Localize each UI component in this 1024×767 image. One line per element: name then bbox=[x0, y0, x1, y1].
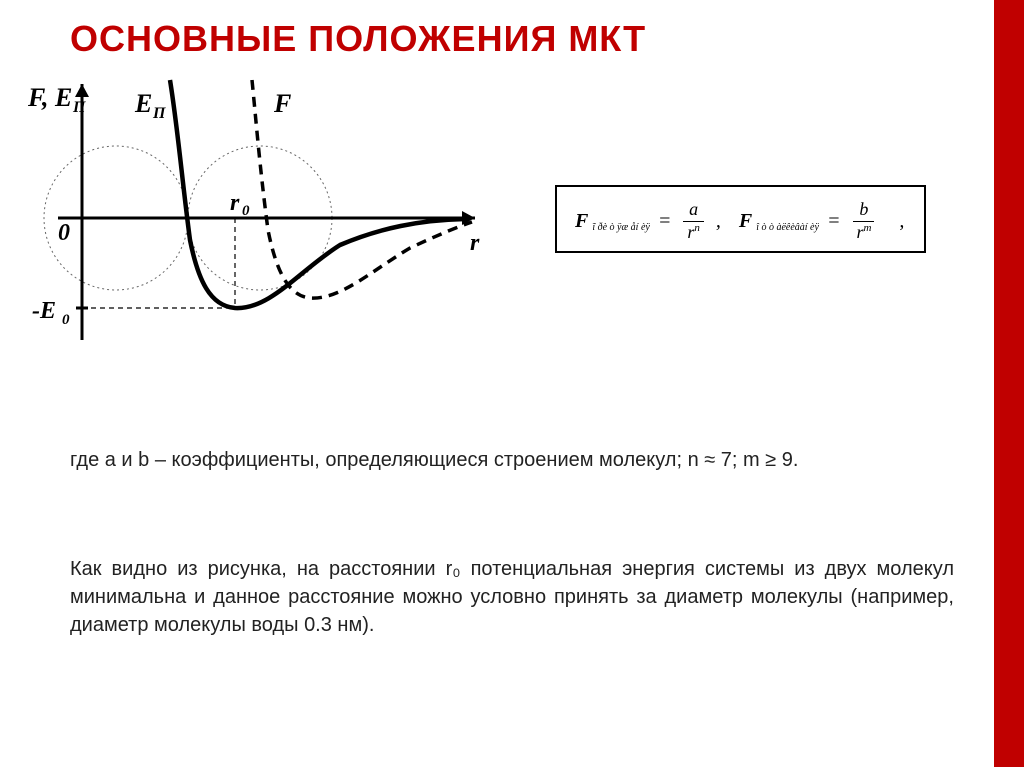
svg-text:E: E bbox=[134, 89, 152, 118]
formula-sub1: ĩ ðè ò ÿæ åí èÿ bbox=[592, 222, 649, 233]
svg-text:r: r bbox=[230, 190, 240, 216]
fraction-a-rn: a rn bbox=[681, 199, 706, 243]
svg-text:r: r bbox=[470, 230, 480, 256]
svg-text:0: 0 bbox=[242, 203, 250, 219]
svg-text:F, E: F, E bbox=[27, 83, 72, 112]
formula-sub2: î ò ò àëêèâàí èÿ bbox=[756, 222, 819, 233]
comma1: , bbox=[716, 210, 721, 233]
svg-text:П: П bbox=[72, 99, 86, 116]
potential-energy-chart: F, E П E П F r 0 0 r -E 0 bbox=[20, 70, 500, 370]
eq1: = bbox=[658, 210, 672, 233]
svg-text:П: П bbox=[152, 105, 166, 122]
eq2: = bbox=[827, 210, 841, 233]
svg-text:-E: -E bbox=[32, 298, 56, 324]
fraction-b-rm: b rm bbox=[850, 199, 877, 243]
svg-text:0: 0 bbox=[58, 220, 70, 246]
formula-F2: F bbox=[739, 210, 752, 233]
accent-bar bbox=[994, 0, 1024, 767]
paragraph-r0-explanation: Как видно из рисунка, на расстоянии r₀ п… bbox=[70, 555, 954, 639]
svg-text:0: 0 bbox=[62, 312, 70, 328]
formula-box: F ĩ ðè ò ÿæ åí èÿ = a rn , F î ò ò àëêèâ… bbox=[555, 185, 926, 253]
paragraph-coefficients: где a и b – коэффициенты, определяющиеся… bbox=[70, 446, 954, 474]
comma2: , bbox=[899, 210, 904, 233]
page-title: ОСНОВНЫЕ ПОЛОЖЕНИЯ МКТ bbox=[70, 18, 646, 60]
svg-text:F: F bbox=[273, 89, 291, 118]
formula-F1: F bbox=[575, 210, 588, 233]
